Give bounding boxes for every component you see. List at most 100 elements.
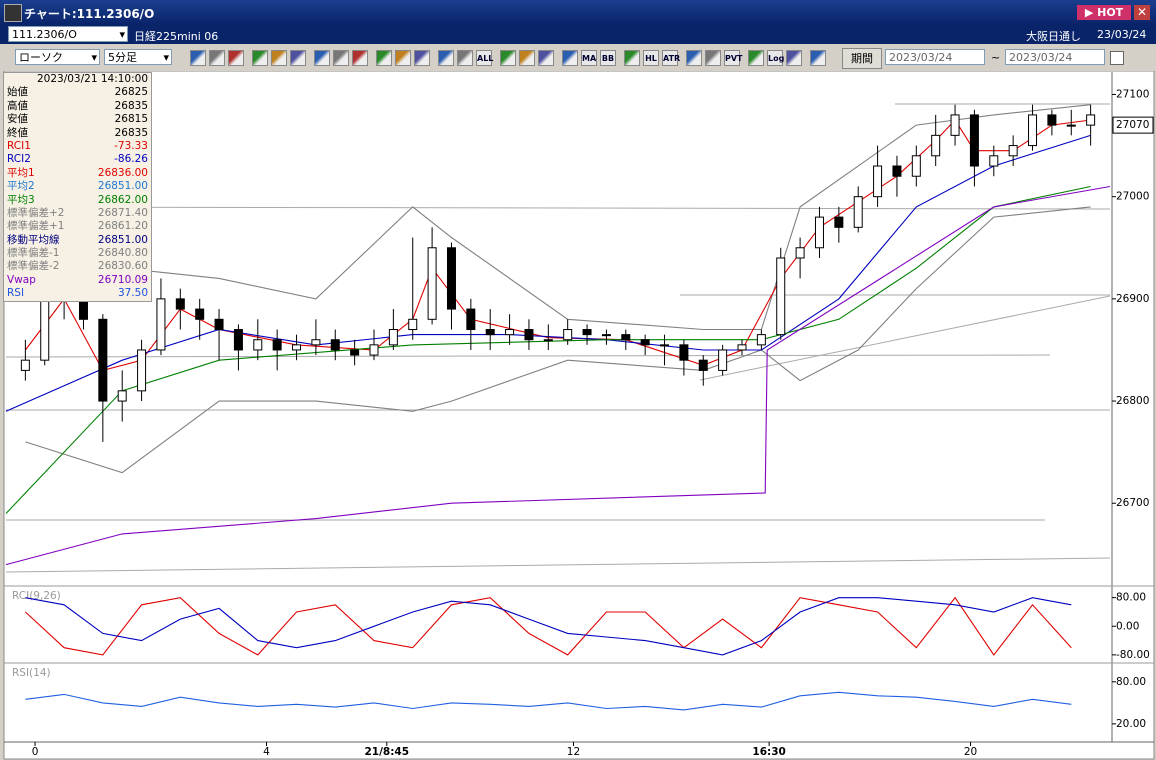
info-row: Vwap 26710.09 xyxy=(4,274,151,287)
candle-body xyxy=(369,344,379,356)
tool-button[interactable]: ALL xyxy=(476,50,493,66)
candle-body xyxy=(408,318,418,331)
last-price-box xyxy=(1112,116,1154,134)
candle-body xyxy=(621,334,631,341)
tool-button[interactable] xyxy=(290,50,306,66)
indicator-line xyxy=(25,597,1072,656)
tool-button[interactable]: HL xyxy=(643,50,659,66)
date-from-text: 2023/03/24 xyxy=(889,51,953,64)
candle-body xyxy=(233,329,243,351)
close-button[interactable]: ✕ xyxy=(1134,5,1150,20)
candle-body xyxy=(737,344,747,351)
tool-button[interactable]: Log xyxy=(767,50,784,66)
candle-body xyxy=(195,308,205,320)
info-value: 26836.00 xyxy=(97,166,148,179)
tool-button[interactable]: MA xyxy=(581,50,597,66)
candle-body xyxy=(776,257,786,336)
tool-button[interactable] xyxy=(438,50,454,66)
candle-body xyxy=(1086,114,1096,126)
info-rows: 始値 26825 高値 26835 安値 26815 終値 26835 RCI1 -73.33 RC… xyxy=(4,86,151,300)
candle-body xyxy=(1028,114,1038,147)
tool-button[interactable] xyxy=(376,50,392,66)
info-row: 終値 26835 xyxy=(4,127,151,140)
info-label: 移動平均線 xyxy=(7,233,60,246)
tool-button[interactable]: BB xyxy=(600,50,616,66)
info-value: 26710.09 xyxy=(97,273,148,286)
x-tick-label: 16:30 xyxy=(752,746,785,758)
candle-body xyxy=(814,216,824,249)
chart-type-select[interactable]: ローソク ▾ xyxy=(15,49,100,65)
info-value: -73.33 xyxy=(114,139,148,152)
tool-button[interactable] xyxy=(686,50,702,66)
candle-body xyxy=(466,308,476,331)
y-tick-label: 26700 xyxy=(1116,497,1149,509)
candle-body xyxy=(679,344,689,361)
tool-button[interactable] xyxy=(352,50,368,66)
candle-body xyxy=(989,155,999,167)
period-button[interactable]: 期間 xyxy=(842,48,882,69)
info-value: 26851.00 xyxy=(97,180,148,193)
tool-button[interactable] xyxy=(786,50,802,66)
y-tick-label: 26800 xyxy=(1116,395,1149,407)
tool-button[interactable] xyxy=(314,50,330,66)
tool-button[interactable] xyxy=(562,50,578,66)
info-row: RCI2 -86.26 xyxy=(4,153,151,166)
tool-button[interactable] xyxy=(500,50,516,66)
tool-button[interactable] xyxy=(624,50,640,66)
hot-button[interactable]: ▶ HOT xyxy=(1077,5,1131,20)
checkbox[interactable] xyxy=(1110,51,1124,65)
candle-body xyxy=(427,247,437,320)
candle-body xyxy=(175,298,185,310)
tool-button[interactable] xyxy=(748,50,764,66)
indicator-line xyxy=(25,691,1072,711)
tool-button[interactable] xyxy=(209,50,225,66)
info-label: 安値 xyxy=(7,113,28,126)
info-row: 平均2 26851.00 xyxy=(4,180,151,193)
info-label: 標準偏差+2 xyxy=(7,206,65,219)
candle-body xyxy=(911,155,921,177)
candle-body xyxy=(873,165,883,198)
candle-body xyxy=(931,134,941,157)
interval-select[interactable]: 5分足 ▾ xyxy=(104,49,172,65)
info-label: RSI xyxy=(7,287,25,300)
x-tick-label: 12 xyxy=(567,746,580,758)
candle-body xyxy=(253,339,263,351)
date-from[interactable]: 2023/03/24 xyxy=(885,49,985,65)
y-tick-label: 27100 xyxy=(1116,88,1149,100)
info-row: RCI1 -73.33 xyxy=(4,140,151,153)
tool-button[interactable]: ATR xyxy=(662,50,680,66)
tool-button[interactable] xyxy=(333,50,349,66)
candle-body xyxy=(505,329,515,336)
symbol-code: 111.2306/O xyxy=(12,28,77,41)
tool-button[interactable]: PVT xyxy=(724,50,743,66)
tool-button[interactable] xyxy=(457,50,473,66)
tool-button[interactable] xyxy=(190,50,206,66)
tool-button[interactable] xyxy=(252,50,268,66)
candle-body xyxy=(582,329,592,336)
candle-body xyxy=(446,247,456,310)
tool-button[interactable] xyxy=(271,50,287,66)
tool-button[interactable] xyxy=(228,50,244,66)
symbol-input[interactable]: 111.2306/O ▾ xyxy=(8,26,128,42)
period-label: 期間 xyxy=(851,52,873,65)
tool-button[interactable] xyxy=(538,50,554,66)
info-row: 安値 26815 xyxy=(4,113,151,126)
candle-body xyxy=(718,349,728,371)
candle-body xyxy=(292,344,302,351)
info-value: 26835 xyxy=(114,126,148,139)
symbol-bar: 111.2306/O ▾ 日経225mini 06 大阪日通し 23/03/24 xyxy=(0,24,1156,44)
tool-button[interactable] xyxy=(519,50,535,66)
candle-body xyxy=(40,298,50,361)
candle-body xyxy=(660,344,670,347)
info-value: 26825 xyxy=(114,86,148,99)
tool-button[interactable] xyxy=(705,50,721,66)
title-bar: チャート:111.2306/O ▶ HOT ✕ xyxy=(0,0,1156,24)
info-label: 平均2 xyxy=(7,180,35,193)
tool-button[interactable] xyxy=(395,50,411,66)
tool-button[interactable] xyxy=(810,50,826,66)
date-to[interactable]: 2023/03/24 xyxy=(1005,49,1105,65)
y-tick-label: 27000 xyxy=(1116,191,1149,203)
trendlines xyxy=(5,103,1111,573)
info-row: RSI 37.50 xyxy=(4,287,151,300)
tool-button[interactable] xyxy=(414,50,430,66)
